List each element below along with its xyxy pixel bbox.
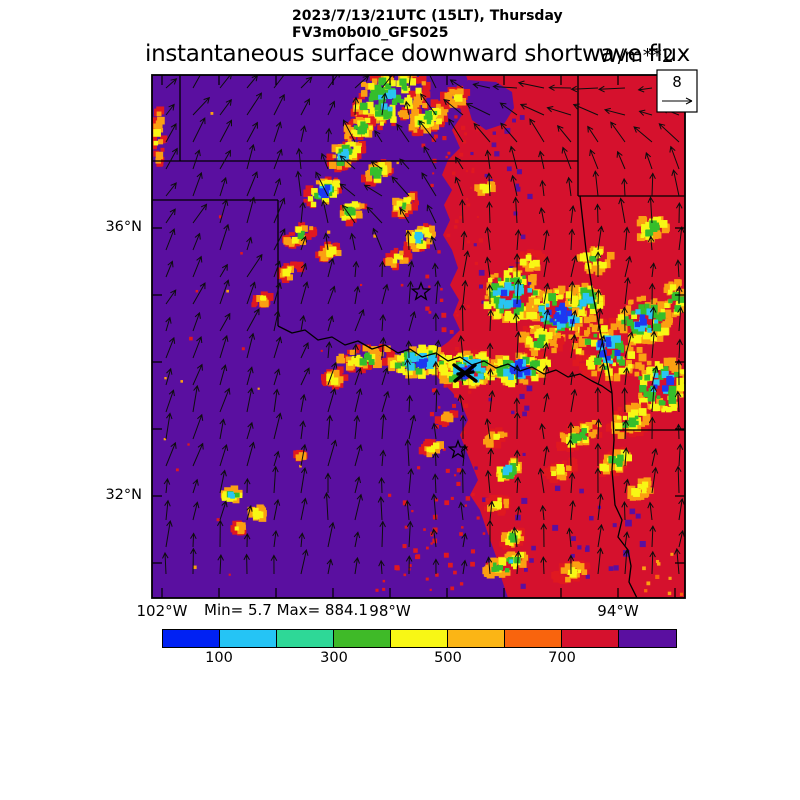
- reference-vector-value: 8: [672, 73, 682, 91]
- colorbar-tick-label: 700: [548, 650, 576, 666]
- colorbar-segment: [562, 630, 619, 647]
- wind-reference-key: 8: [656, 69, 698, 113]
- model-run-header: FV3m0b0I0_GFS025: [292, 25, 449, 41]
- lon-tick-label: 102°W: [136, 602, 188, 620]
- lon-tick-label: 94°W: [597, 602, 639, 620]
- reference-arrow-icon: [662, 97, 693, 105]
- colorbar-segment: [334, 630, 391, 647]
- map-field: [152, 75, 685, 598]
- colorbar-tick-label: 500: [434, 650, 462, 666]
- colorbar-segment: [505, 630, 562, 647]
- datetime-header: 2023/7/13/21UTC (15LT), Thursday: [292, 8, 563, 24]
- colorbar-segment: [163, 630, 220, 647]
- colorbar-tick-label: 300: [320, 650, 348, 666]
- colorbar-segment: [220, 630, 277, 647]
- plot-title: instantaneous surface downward shortwave…: [145, 41, 690, 67]
- colorbar-segment: [391, 630, 448, 647]
- city-star-marker: [447, 439, 469, 459]
- city-star-marker: [410, 281, 432, 301]
- colorbar-segment: [448, 630, 505, 647]
- wind-vectors: [162, 75, 685, 575]
- colorbar-tick-label: 100: [205, 650, 233, 666]
- x-site-marker: [452, 363, 478, 383]
- lon-tick-label: 98°W: [369, 602, 411, 620]
- minmax-label: Min= 5.7 Max= 884.1: [204, 601, 368, 619]
- lat-tick-label: 32°N: [105, 487, 142, 503]
- colorbar-segment: [619, 630, 676, 647]
- colorbar-segment: [277, 630, 334, 647]
- axis-ticks: [152, 75, 685, 598]
- map-frame: [151, 74, 686, 599]
- units-label: W/m**2: [599, 45, 674, 67]
- lat-tick-label: 36°N: [105, 219, 142, 235]
- colorbar: [162, 629, 677, 648]
